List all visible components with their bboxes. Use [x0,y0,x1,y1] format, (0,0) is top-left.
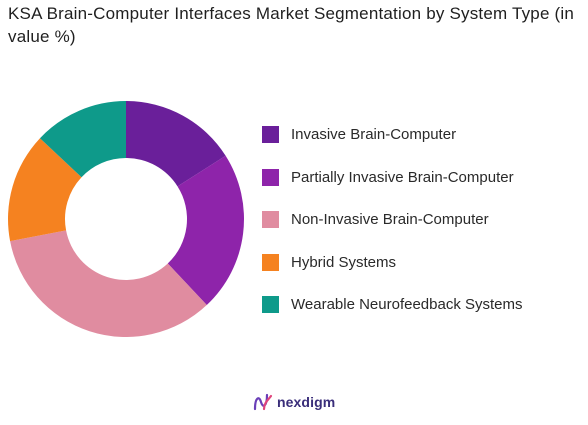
legend-swatch [262,211,279,228]
legend-item: Non-Invasive Brain-Computer [262,209,523,230]
legend-item: Partially Invasive Brain-Computer [262,167,523,188]
chart-title: KSA Brain-Computer Interfaces Market Seg… [8,4,575,46]
legend-item: Invasive Brain-Computer [262,124,523,145]
legend-label: Wearable Neurofeedback Systems [291,296,523,313]
legend-label: Non-Invasive Brain-Computer [291,211,489,228]
brand-name: nexdigm [277,394,336,410]
donut-slice-3 [10,230,207,337]
legend-label: Invasive Brain-Computer [291,126,457,143]
brand-logo: nexdigm [252,392,335,412]
legend-item: Wearable Neurofeedback Systems [262,294,523,315]
legend-label: Partially Invasive Brain-Computer [291,168,514,186]
chart-legend: Invasive Brain-Computer Partially Invasiv… [262,124,523,337]
donut-slice-4 [7,138,82,242]
legend-label: Hybrid Systems [291,253,397,271]
legend-swatch [262,168,279,186]
donut-slice-2 [167,155,245,306]
legend-swatch [262,126,279,143]
donut-slice-1 [126,101,226,187]
nexdigm-logo-icon [253,393,273,411]
legend-swatch [262,296,279,313]
donut-slice-5 [39,101,126,178]
legend-item: Hybrid Systems [262,252,523,273]
legend-swatch [262,253,279,271]
